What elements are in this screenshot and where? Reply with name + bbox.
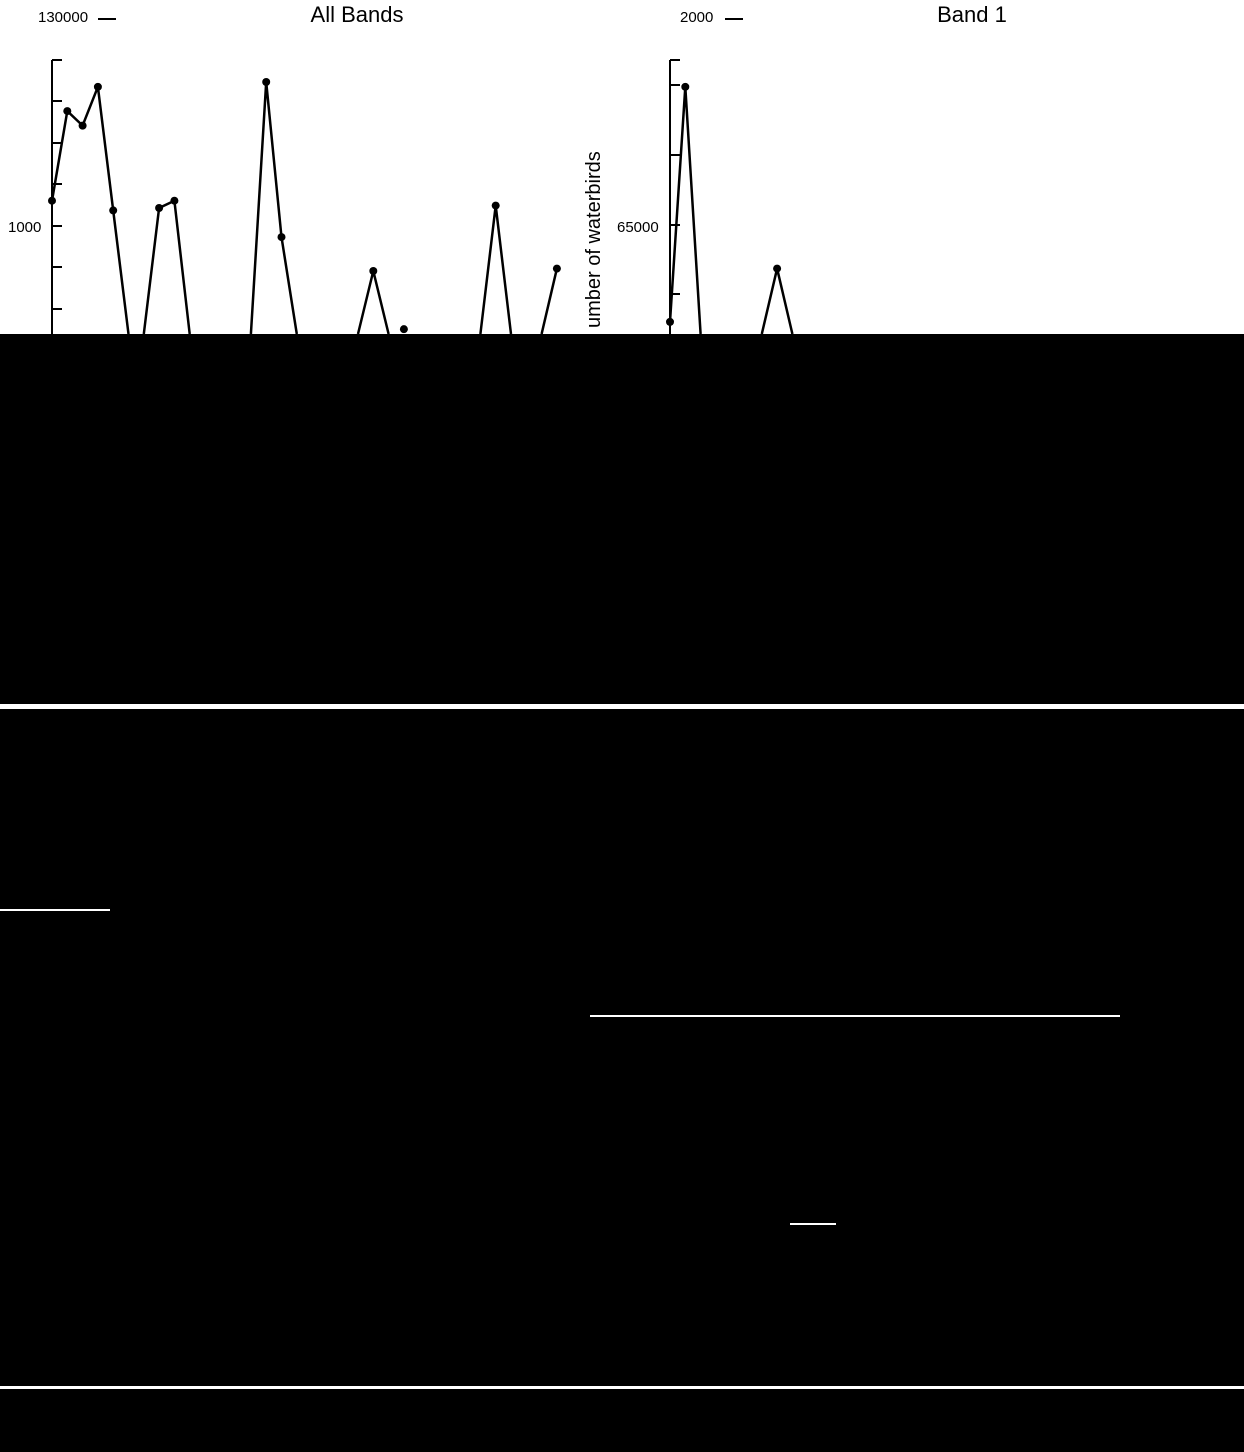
data-point [109,206,118,215]
series-line-segment [50,86,130,335]
y-tick-label-mid: 1000 [8,219,41,236]
data-point [552,264,561,273]
data-point [155,204,164,212]
series-line-segment [142,198,191,335]
series-line-segment [249,81,299,335]
y-ticks [52,59,62,310]
data-point [491,201,500,210]
data-point [262,78,271,86]
data-point [666,317,674,326]
data-point [369,267,378,275]
series-line-segment [540,268,559,335]
data-point [399,325,408,334]
data-point [773,264,782,273]
data-point [170,196,179,205]
panel-background [0,0,1244,334]
y-ticks [670,59,680,295]
chart-all-bands: All Bands 130000 1000 [8,2,561,335]
chart-band-1: Band 1 2000 65000 umber of waterbirds [583,2,1007,335]
y-tick-label-mid: 65000 [617,219,659,236]
chart-title: All Bands [311,2,404,27]
data-point [78,121,87,130]
series-band-1 [666,82,794,335]
series-all-bands [48,78,561,335]
y-tick-label-top: 2000 [680,9,713,26]
y-tick-label-top: 130000 [38,9,88,26]
data-point [681,82,690,91]
data-point [277,233,286,242]
data-point [48,196,56,205]
divider-lines [0,704,1244,1389]
chart-title: Band 1 [937,2,1007,27]
y-axis-label: umber of waterbirds [583,151,605,328]
data-point [63,107,72,116]
data-point [93,82,102,91]
